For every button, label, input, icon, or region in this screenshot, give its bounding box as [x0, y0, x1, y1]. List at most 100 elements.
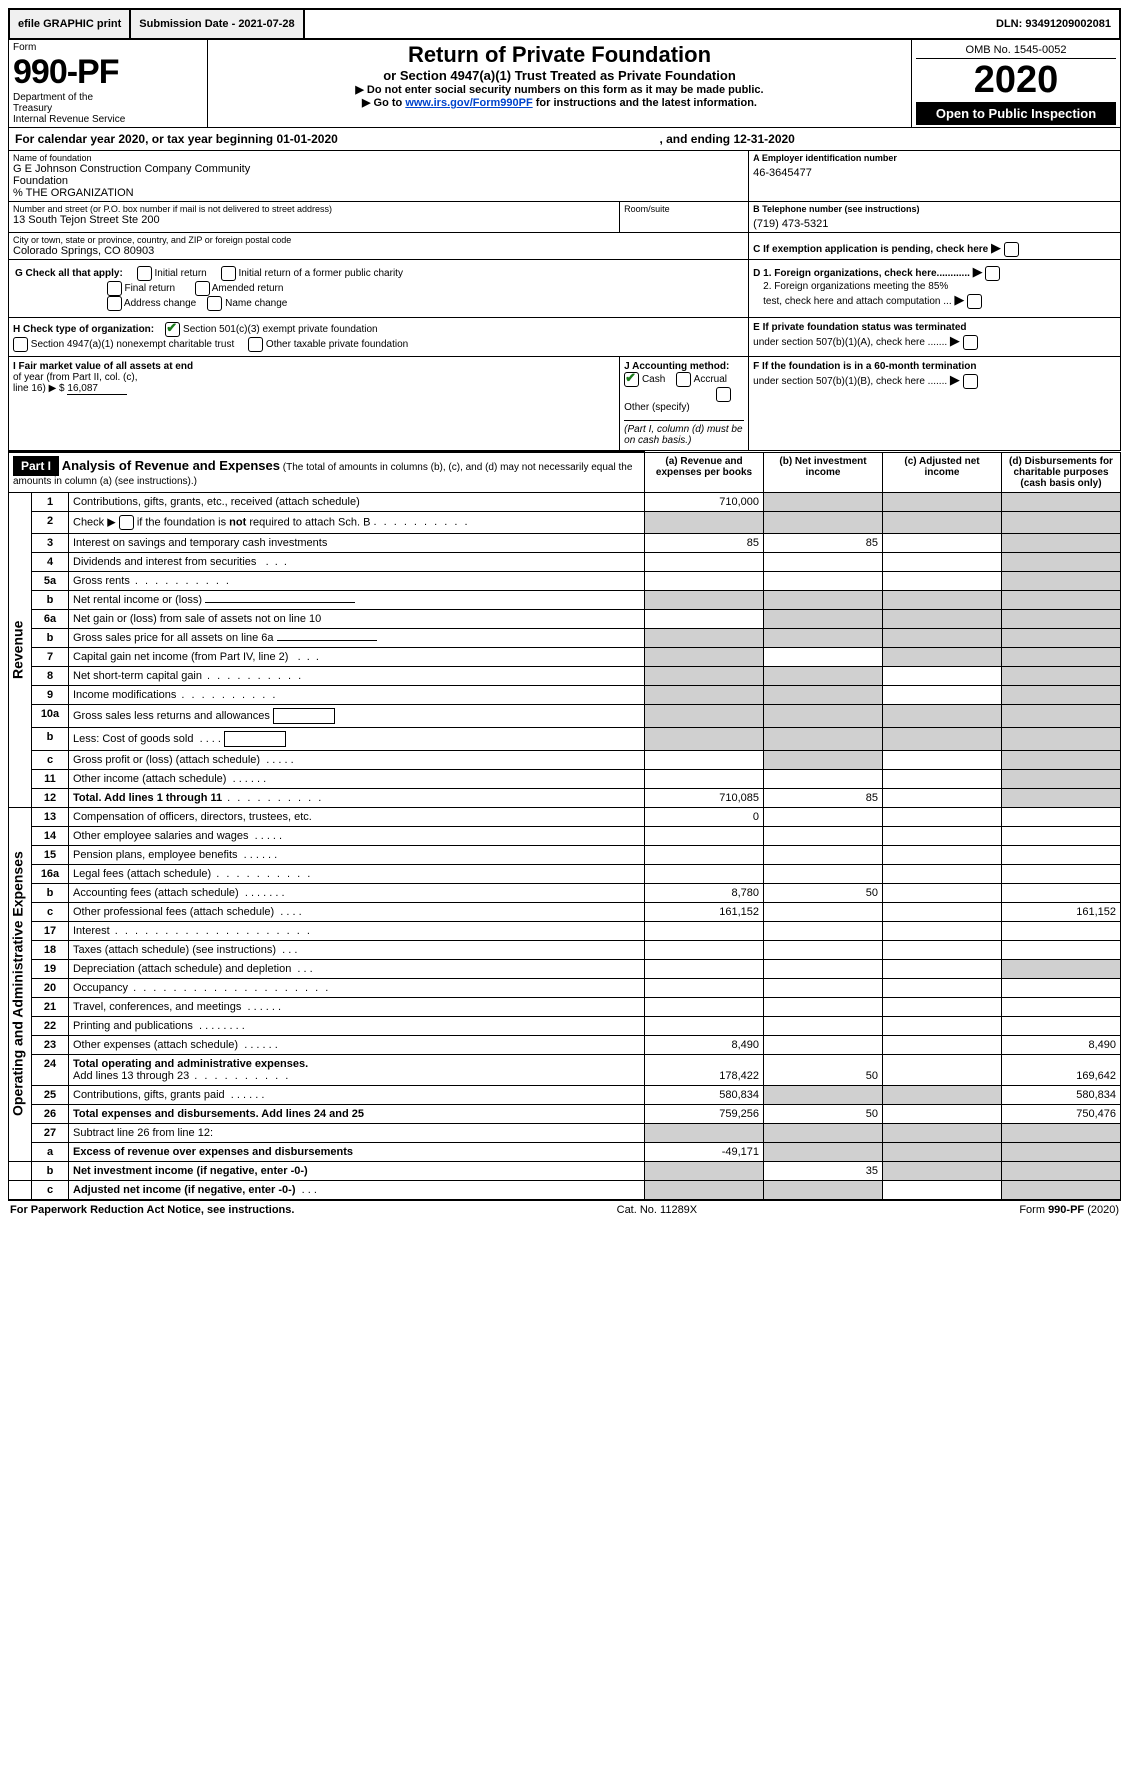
line-24-a: 178,422 [645, 1054, 764, 1085]
entity-block: Name of foundation G E Johnson Construct… [8, 151, 1121, 451]
form-page: efile GRAPHIC print Submission Date - 20… [8, 8, 1121, 1219]
line-11-desc: Other income (attach schedule) . . . . .… [69, 769, 645, 788]
f2-label: under section 507(b)(1)(B), check here .… [753, 376, 947, 387]
line-17-desc: Interest [69, 921, 645, 940]
line-1-desc: Contributions, gifts, grants, etc., rece… [69, 492, 645, 511]
d2b-label: test, check here and attach computation … [763, 296, 951, 307]
table-row: 15 Pension plans, employee benefits . . … [9, 845, 1121, 864]
line-2-checkbox[interactable] [119, 515, 134, 530]
line-26-d: 750,476 [1002, 1104, 1121, 1123]
line-26-a: 759,256 [645, 1104, 764, 1123]
arrow-icon: ▶ [950, 372, 960, 387]
line-27b-b: 35 [764, 1161, 883, 1180]
j-other-checkbox[interactable] [716, 387, 731, 402]
part1-grid: Part I Analysis of Revenue and Expenses … [8, 451, 1121, 1201]
line-1-a: 710,000 [645, 492, 764, 511]
line-25-d: 580,834 [1002, 1085, 1121, 1104]
g-name-checkbox[interactable] [207, 296, 222, 311]
d1-checkbox[interactable] [985, 266, 1000, 281]
j-other-label: Other (specify) [624, 402, 690, 413]
j-other-input[interactable] [624, 420, 744, 421]
cal-year-begin: For calendar year 2020, or tax year begi… [9, 128, 654, 151]
g-addr-checkbox[interactable] [107, 296, 122, 311]
d2a-label: 2. Foreign organizations meeting the 85% [763, 281, 948, 292]
dept-line2: Treasury [13, 103, 203, 114]
f-checkbox[interactable] [963, 374, 978, 389]
open-public-badge: Open to Public Inspection [916, 102, 1116, 125]
form-header: Form 990-PF Department of the Treasury I… [8, 40, 1121, 128]
line-10b-input[interactable] [224, 731, 286, 747]
irs-link[interactable]: www.irs.gov/Form990PF [405, 97, 532, 109]
line-5b-input[interactable] [205, 602, 355, 603]
expenses-section-label: Operating and Administrative Expenses [9, 807, 32, 1161]
line-23-desc: Other expenses (attach schedule) . . . .… [69, 1035, 645, 1054]
table-row: c Other professional fees (attach schedu… [9, 902, 1121, 921]
col-a-header: (a) Revenue and expenses per books [645, 452, 764, 492]
line-24-d: 169,642 [1002, 1054, 1121, 1085]
table-row: 7 Capital gain net income (from Part IV,… [9, 647, 1121, 666]
line-16c-a: 161,152 [645, 902, 764, 921]
h-501c3-checkbox[interactable] [165, 322, 180, 337]
g-initial-checkbox[interactable] [137, 266, 152, 281]
dept-line1: Department of the [13, 92, 203, 103]
g-amended-label: Amended return [212, 283, 284, 294]
g-amended-checkbox[interactable] [195, 281, 210, 296]
line-6a-desc: Net gain or (loss) from sale of assets n… [69, 609, 645, 628]
table-row: 23 Other expenses (attach schedule) . . … [9, 1035, 1121, 1054]
table-row: 26 Total expenses and disbursements. Add… [9, 1104, 1121, 1123]
line-6b-input[interactable] [277, 640, 377, 641]
table-row: b Less: Cost of goods sold . . . . [9, 727, 1121, 750]
instruction-1: ▶ Do not enter social security numbers o… [212, 83, 907, 96]
table-row: 17 Interest [9, 921, 1121, 940]
g-initial-former-checkbox[interactable] [221, 266, 236, 281]
calendar-year-row: For calendar year 2020, or tax year begi… [8, 128, 1121, 151]
line-16c-desc: Other professional fees (attach schedule… [69, 902, 645, 921]
j-accrual-checkbox[interactable] [676, 372, 691, 387]
c-checkbox[interactable] [1004, 242, 1019, 257]
instruction-2: ▶ Go to www.irs.gov/Form990PF for instru… [212, 96, 907, 109]
table-row: 10a Gross sales less returns and allowan… [9, 704, 1121, 727]
h-4947-checkbox[interactable] [13, 337, 28, 352]
table-row: c Gross profit or (loss) (attach schedul… [9, 750, 1121, 769]
line-12-b: 85 [764, 788, 883, 807]
efile-print-button[interactable]: efile GRAPHIC print [10, 10, 131, 38]
g-addr-label: Address change [124, 298, 196, 309]
line-9-desc: Income modifications [69, 685, 645, 704]
table-row: 6a Net gain or (loss) from sale of asset… [9, 609, 1121, 628]
line-10a-input[interactable] [273, 708, 335, 724]
footer-left: For Paperwork Reduction Act Notice, see … [10, 1204, 294, 1216]
d2-checkbox[interactable] [967, 294, 982, 309]
instr2-prefix: ▶ Go to [362, 97, 405, 109]
revenue-section-label: Revenue [9, 492, 32, 807]
city-value: Colorado Springs, CO 80903 [13, 245, 744, 257]
form-title: Return of Private Foundation [212, 42, 907, 68]
foundation-name-1: G E Johnson Construction Company Communi… [13, 163, 744, 175]
dept-line3: Internal Revenue Service [13, 114, 203, 125]
table-row: 3 Interest on savings and temporary cash… [9, 533, 1121, 552]
table-row: 27 Subtract line 26 from line 12: [9, 1123, 1121, 1142]
line-2-desc: Check ▶ if the foundation is not require… [69, 511, 645, 533]
room-label: Room/suite [624, 204, 744, 214]
col-b-header: (b) Net investment income [764, 452, 883, 492]
line-19-desc: Depreciation (attach schedule) and deple… [69, 959, 645, 978]
line-15-desc: Pension plans, employee benefits . . . .… [69, 845, 645, 864]
submission-date-button[interactable]: Submission Date - 2021-07-28 [131, 10, 304, 38]
table-row: Revenue 1 Contributions, gifts, grants, … [9, 492, 1121, 511]
line-27-desc: Subtract line 26 from line 12: [69, 1123, 645, 1142]
table-row: 18 Taxes (attach schedule) (see instruct… [9, 940, 1121, 959]
line-10c-desc: Gross profit or (loss) (attach schedule)… [69, 750, 645, 769]
table-row: 2 Check ▶ if the foundation is not requi… [9, 511, 1121, 533]
e-checkbox[interactable] [963, 335, 978, 350]
c-label: C If exemption application is pending, c… [753, 244, 988, 255]
h-other-checkbox[interactable] [248, 337, 263, 352]
g-initial-label: Initial return [155, 268, 207, 279]
j-cash-label: Cash [642, 374, 665, 385]
table-row: 5a Gross rents [9, 571, 1121, 590]
line-27c-desc: Adjusted net income (if negative, enter … [69, 1180, 645, 1200]
j-cash-checkbox[interactable] [624, 372, 639, 387]
line-4-desc: Dividends and interest from securities .… [69, 552, 645, 571]
line-5a-desc: Gross rents [69, 571, 645, 590]
table-row: c Adjusted net income (if negative, ente… [9, 1180, 1121, 1200]
line-13-desc: Compensation of officers, directors, tru… [69, 807, 645, 826]
g-final-checkbox[interactable] [107, 281, 122, 296]
